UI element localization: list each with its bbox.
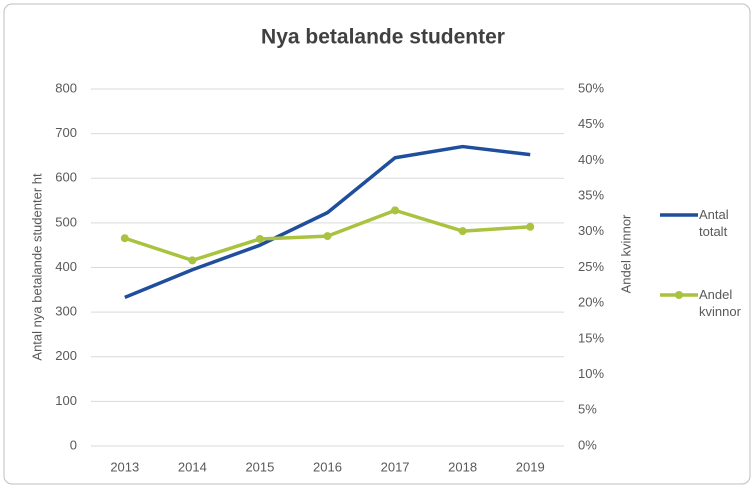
x-tick-label: 2017 bbox=[381, 459, 410, 474]
y2-tick-label: 35% bbox=[578, 188, 604, 203]
y-tick-label: 200 bbox=[55, 348, 77, 363]
point-marker bbox=[526, 222, 535, 231]
legend-label: Antal totalt bbox=[699, 207, 732, 239]
y-tick-label: 0 bbox=[70, 437, 77, 452]
y2-tick-label: 20% bbox=[578, 295, 604, 310]
chart-title: Nya betalande studenter bbox=[261, 26, 505, 49]
y-tick-label: 500 bbox=[55, 214, 77, 229]
y-axis-label: Antal nya betalande studenter ht bbox=[29, 173, 44, 361]
y2-axis-label: Andel kvinnor bbox=[618, 214, 633, 293]
y2-tick-label: 45% bbox=[578, 116, 604, 131]
y2-tick-label: 50% bbox=[578, 80, 604, 95]
point-marker bbox=[255, 234, 264, 243]
point-marker bbox=[391, 206, 400, 215]
chart-border bbox=[3, 3, 751, 485]
y-tick-label: 800 bbox=[55, 80, 77, 95]
point-marker bbox=[120, 234, 129, 243]
y-tick-label: 700 bbox=[55, 125, 77, 140]
point-marker bbox=[188, 256, 197, 265]
x-tick-label: 2018 bbox=[448, 459, 477, 474]
y2-tick-label: 30% bbox=[578, 223, 604, 238]
y-tick-label: 600 bbox=[55, 170, 77, 185]
y2-tick-label: 5% bbox=[578, 402, 597, 417]
x-tick-label: 2016 bbox=[313, 459, 342, 474]
x-tick-label: 2013 bbox=[110, 459, 139, 474]
y-tick-label: 300 bbox=[55, 304, 77, 319]
point-marker bbox=[323, 232, 332, 241]
y2-tick-label: 40% bbox=[578, 152, 604, 167]
legend-marker bbox=[675, 291, 683, 299]
x-tick-label: 2014 bbox=[178, 459, 207, 474]
point-marker bbox=[458, 227, 467, 236]
y2-tick-label: 15% bbox=[578, 330, 604, 345]
series-line bbox=[124, 144, 531, 300]
y-tick-label: 100 bbox=[55, 393, 77, 408]
y2-tick-label: 0% bbox=[578, 437, 597, 452]
x-tick-label: 2019 bbox=[516, 459, 545, 474]
y2-tick-label: 10% bbox=[578, 366, 604, 381]
legend-label: Andel kvinnor bbox=[699, 287, 742, 319]
x-tick-label: 2015 bbox=[245, 459, 274, 474]
y2-tick-label: 25% bbox=[578, 259, 604, 274]
y-tick-label: 400 bbox=[55, 259, 77, 274]
